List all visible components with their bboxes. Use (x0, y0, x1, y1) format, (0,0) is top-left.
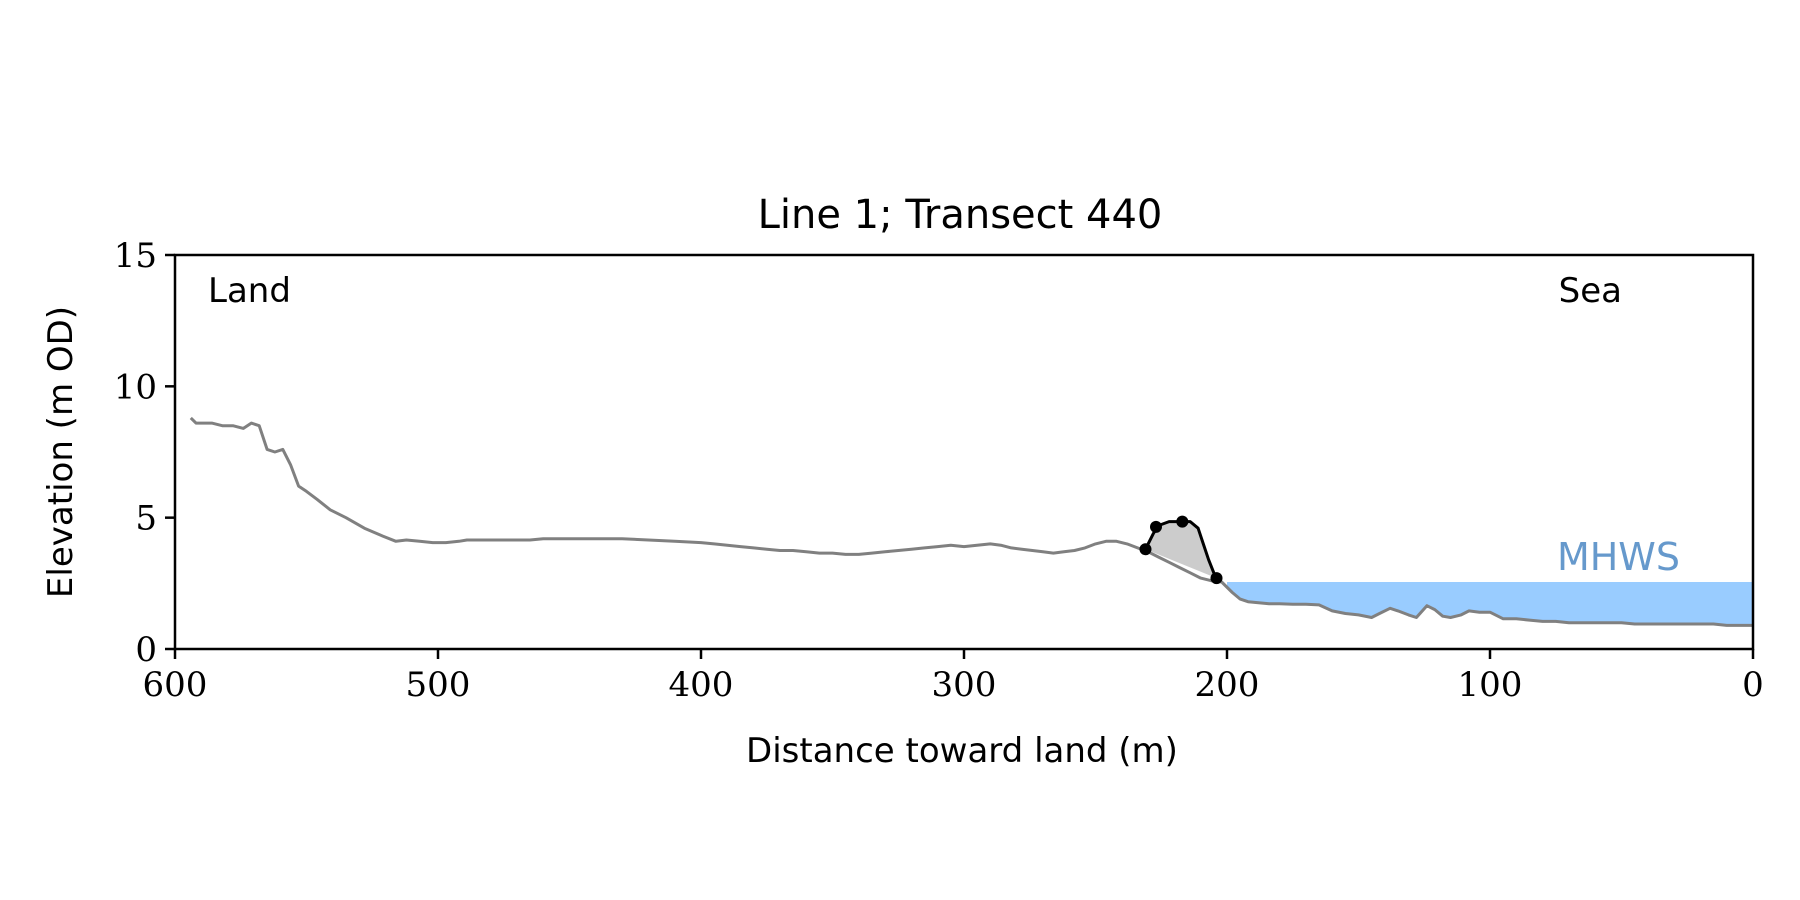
dune-marker (1139, 543, 1152, 556)
x-tick-label: 400 (669, 665, 734, 705)
x-tick-label: 100 (1458, 665, 1523, 705)
y-tick-label: 10 (114, 367, 157, 407)
y-tick-label: 0 (135, 630, 157, 670)
land-label: Land (208, 271, 291, 311)
dune-marker (1176, 515, 1189, 528)
dune-marker (1210, 572, 1223, 585)
plot-area (189, 416, 1753, 627)
x-axis-label: Distance toward land (m) (746, 731, 1178, 771)
x-tick-label: 500 (406, 665, 471, 705)
mhws-label: MHWS (1557, 535, 1680, 579)
x-tick-label: 600 (143, 665, 208, 705)
profile-line (189, 416, 1753, 627)
y-axis-label: Elevation (m OD) (41, 306, 81, 598)
y-axis: 0 5 10 15 (114, 236, 175, 670)
x-tick-label: 0 (1742, 665, 1764, 705)
chart-title: Line 1; Transect 440 (758, 192, 1163, 238)
dune-marker (1150, 520, 1162, 533)
x-tick-label: 300 (932, 665, 997, 705)
x-tick-label: 200 (1195, 665, 1260, 705)
x-axis: 600 500 400 300 200 100 0 (143, 649, 1764, 705)
y-tick-label: 15 (114, 236, 157, 276)
sea-label: Sea (1559, 271, 1622, 311)
y-tick-label: 5 (135, 499, 157, 539)
dune-fill (1145, 521, 1217, 579)
